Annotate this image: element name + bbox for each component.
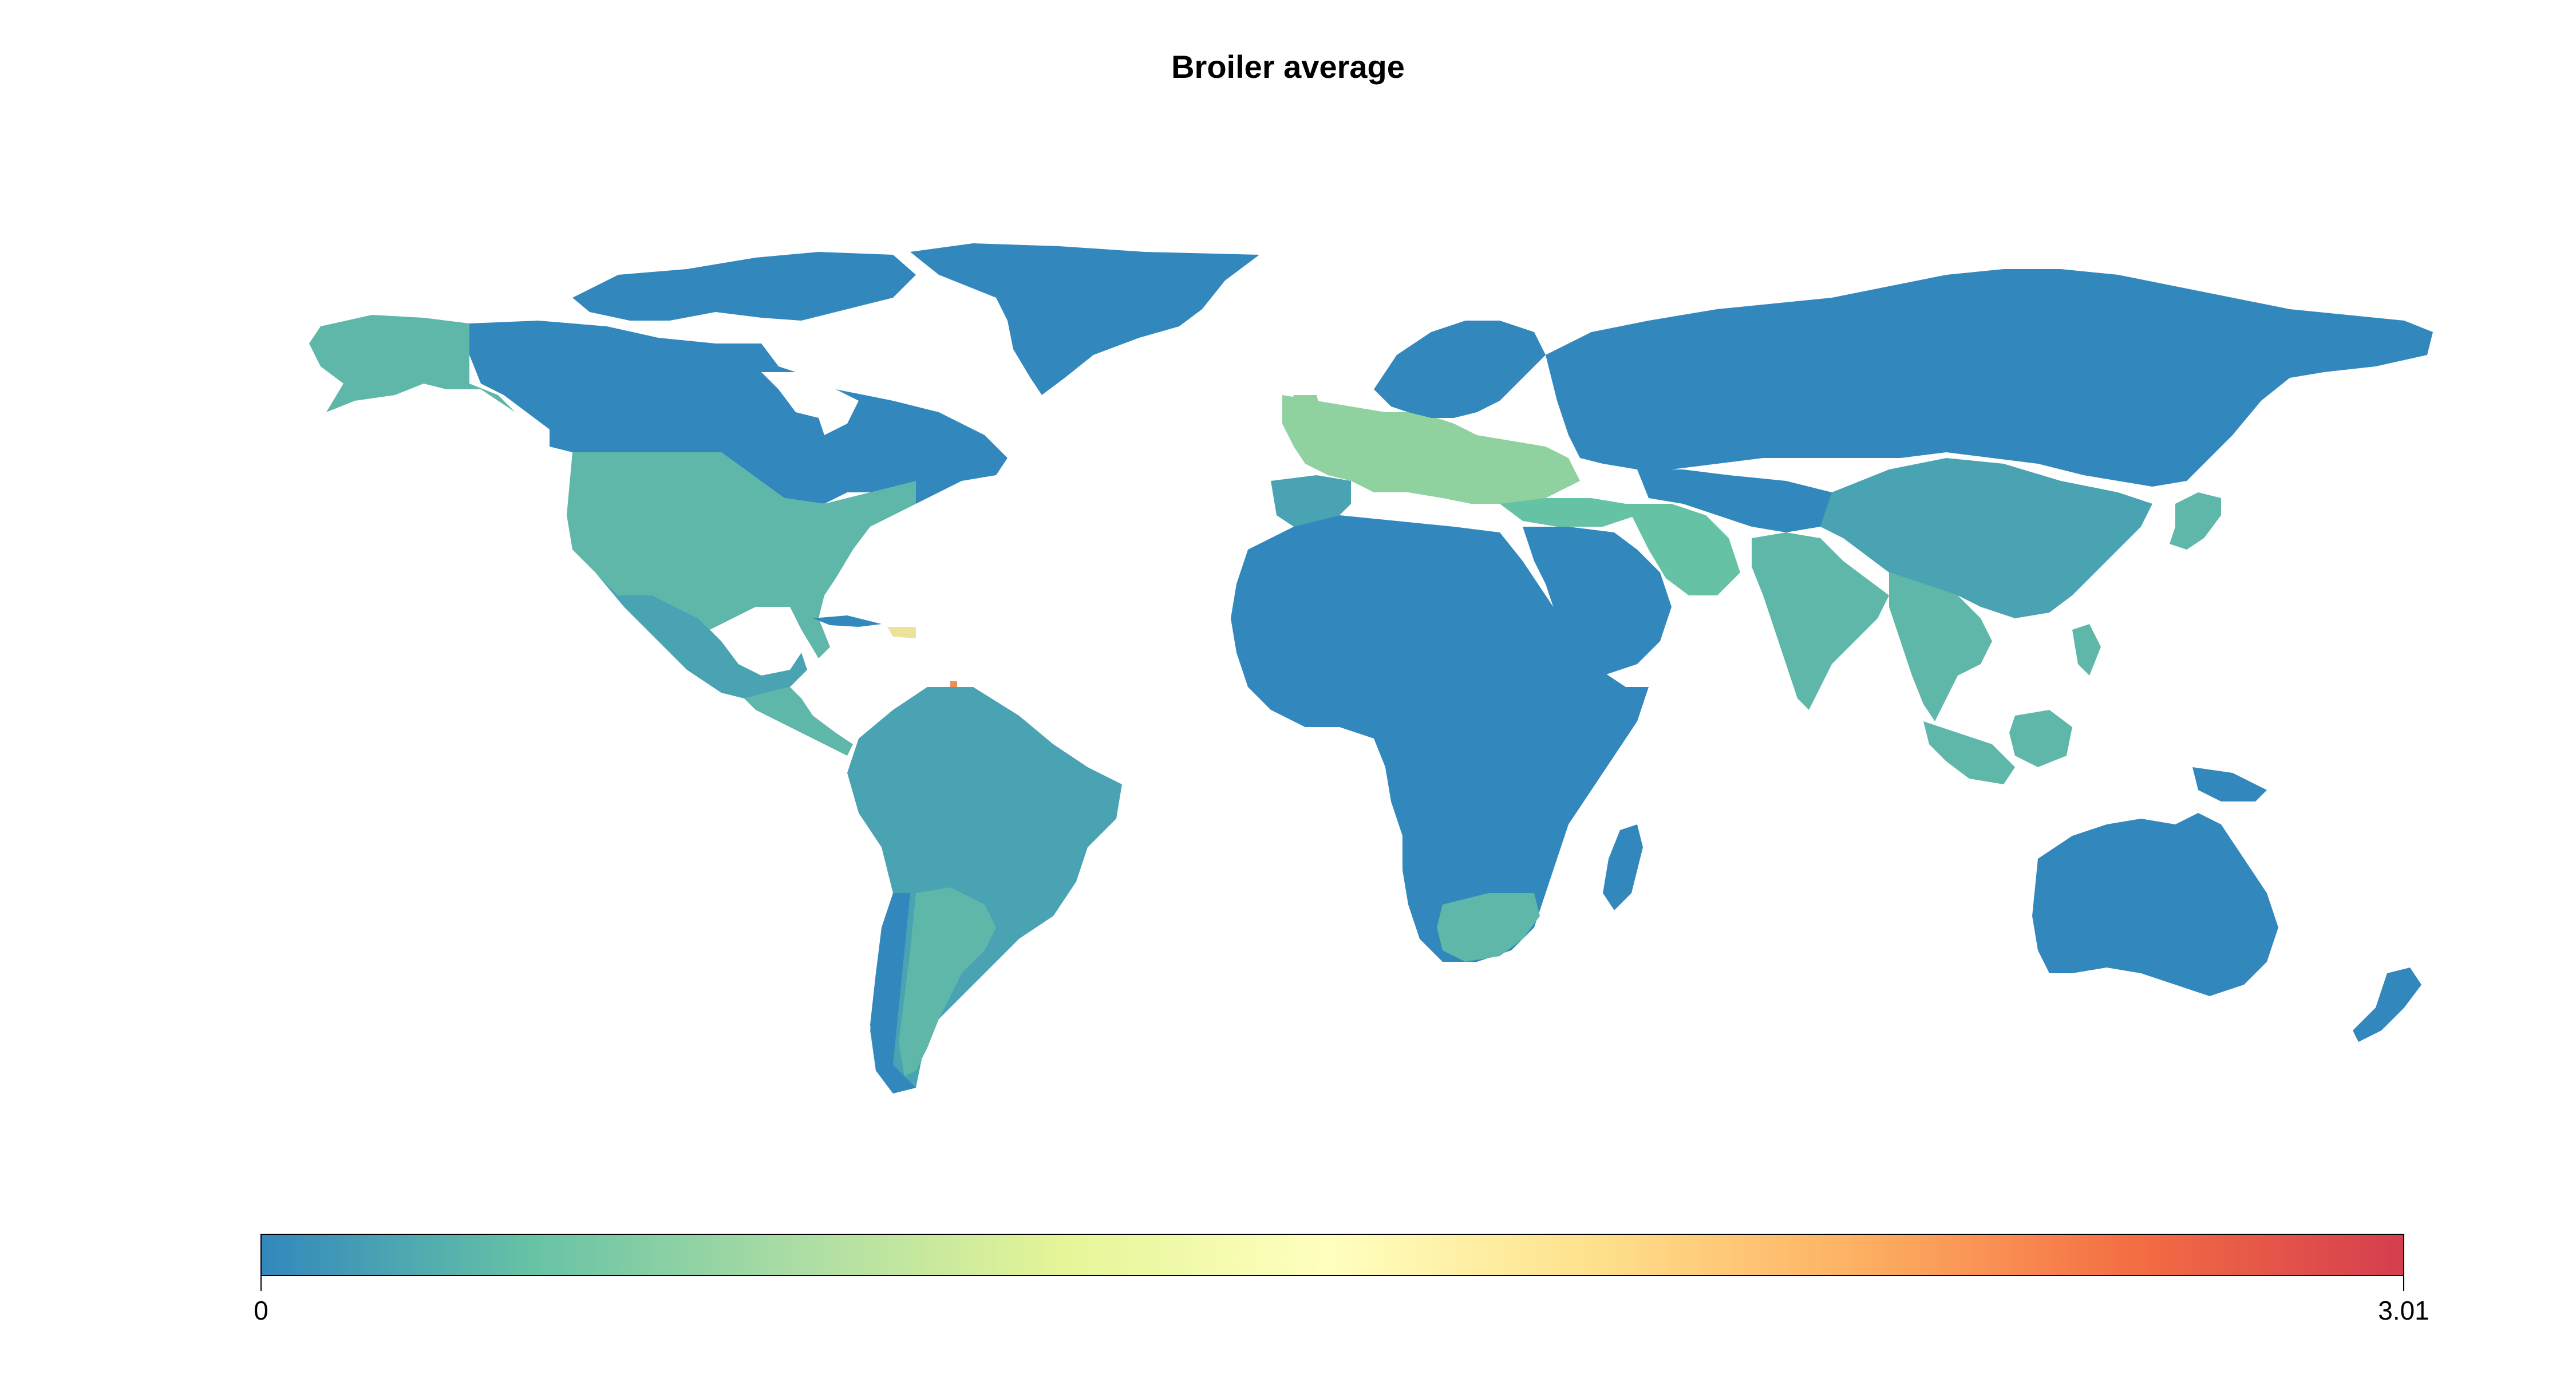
arctic-islands [572, 252, 916, 321]
alaska [309, 315, 515, 412]
india [1752, 532, 1889, 710]
legend-min-tick [260, 1276, 262, 1291]
papua [2192, 767, 2267, 802]
mexico [595, 572, 807, 698]
japan [2170, 492, 2221, 550]
map-title: Broiler average [1171, 49, 1405, 85]
lesser-antilles [950, 681, 957, 688]
iberia [1271, 475, 1351, 527]
madagascar [1603, 824, 1643, 910]
legend-max-tick [2403, 1276, 2404, 1291]
cuba [813, 615, 882, 627]
central-asia [1637, 469, 1843, 532]
africa [1231, 515, 1649, 962]
europe [1282, 395, 1580, 504]
greenland [910, 243, 1259, 395]
usa [567, 452, 916, 658]
australia [2032, 813, 2278, 996]
chile [870, 893, 916, 1093]
middle-east [1523, 527, 1672, 676]
turkey [1500, 498, 1637, 527]
southeast-asia [1889, 572, 1992, 721]
canada [469, 321, 1008, 504]
legend-max-label: 3.01 [2378, 1296, 2429, 1325]
argentina [899, 887, 996, 1076]
hispaniola [887, 627, 916, 638]
legend-min-label: 0 [254, 1296, 268, 1325]
uk [1288, 395, 1328, 447]
china [1820, 458, 2152, 618]
iran [1626, 504, 1740, 595]
hudson-bay [761, 372, 859, 435]
philippines [2072, 624, 2101, 676]
borneo [2009, 710, 2072, 767]
color-scale-bar [260, 1234, 2404, 1276]
scandinavia [1374, 321, 1546, 418]
new-zealand [2353, 968, 2421, 1042]
russia [1546, 269, 2433, 487]
south-africa [1437, 893, 1540, 962]
indonesia [1923, 721, 2015, 784]
central-america [744, 687, 853, 756]
